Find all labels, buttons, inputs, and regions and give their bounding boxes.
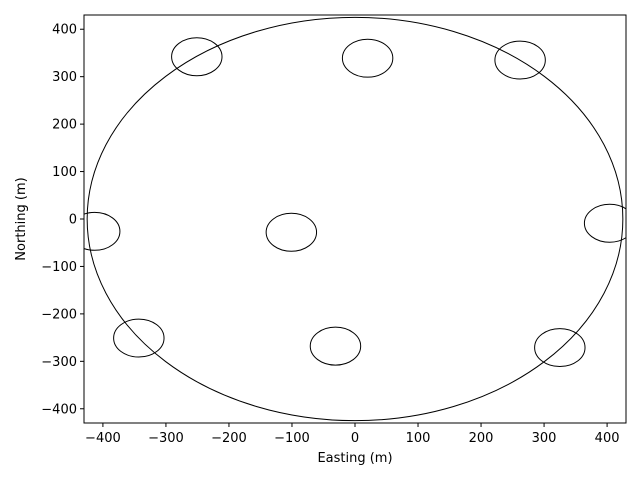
data-point bbox=[84, 211, 121, 251]
data-point bbox=[534, 328, 586, 368]
y-tick-label: 0 bbox=[69, 213, 77, 228]
x-axis: −400 −300 −200 −100 0 100 200 300 400 bbox=[85, 423, 620, 446]
x-tick-label: 100 bbox=[406, 431, 431, 446]
data-point bbox=[113, 318, 165, 358]
x-tick-label: 300 bbox=[532, 431, 557, 446]
data-point bbox=[265, 212, 318, 252]
data-point bbox=[583, 203, 626, 243]
y-tick-label: −300 bbox=[41, 355, 77, 370]
x-tick-label: 0 bbox=[351, 431, 359, 446]
x-tick-label: −200 bbox=[211, 431, 247, 446]
x-tick-label: −400 bbox=[85, 431, 121, 446]
y-tick-label: 400 bbox=[52, 23, 77, 38]
data-point bbox=[494, 40, 546, 80]
x-axis-label: Easting (m) bbox=[317, 451, 392, 466]
plot-area bbox=[84, 16, 626, 422]
y-axis-label: Northing (m) bbox=[14, 177, 29, 260]
x-tick-label: −100 bbox=[274, 431, 310, 446]
boundary-circle bbox=[86, 16, 624, 422]
data-point bbox=[171, 37, 223, 77]
x-tick-label: 400 bbox=[595, 431, 620, 446]
data-point bbox=[341, 38, 394, 78]
x-tick-label: 200 bbox=[469, 431, 494, 446]
y-axis: −400 −300 −200 −100 0 100 200 300 400 bbox=[41, 23, 84, 417]
y-tick-label: 100 bbox=[52, 165, 77, 180]
y-tick-label: −200 bbox=[41, 307, 77, 322]
data-point bbox=[309, 326, 362, 366]
x-tick-label: −300 bbox=[148, 431, 184, 446]
y-tick-label: −400 bbox=[41, 402, 77, 417]
y-tick-label: 300 bbox=[52, 70, 77, 85]
y-tick-label: 200 bbox=[52, 118, 77, 133]
y-tick-label: −100 bbox=[41, 260, 77, 275]
